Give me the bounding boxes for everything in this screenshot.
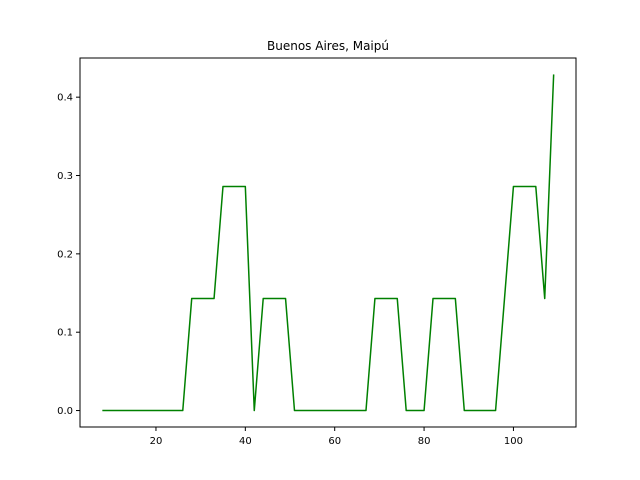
axes-frame (79, 57, 577, 428)
x-tick-label: 40 (239, 436, 252, 447)
y-tick-label: 0.4 (57, 93, 73, 104)
x-tick-label: 80 (418, 436, 431, 447)
plot-area (102, 74, 555, 412)
y-axis: 0.0 0.1 0.2 0.3 0.4 (57, 93, 80, 417)
y-tick-label: 0.1 (57, 328, 73, 339)
x-tick-label: 100 (504, 436, 523, 447)
x-tick-label: 20 (150, 436, 163, 447)
y-tick-label: 0.3 (57, 171, 73, 182)
x-axis: 20 40 60 80 100 (150, 427, 523, 447)
chart-title: Buenos Aires, Maipú (267, 39, 389, 53)
x-tick-label: 60 (328, 436, 341, 447)
y-tick-label: 0.0 (57, 406, 73, 417)
y-tick-label: 0.2 (57, 249, 73, 260)
series-line-0 (102, 74, 555, 412)
